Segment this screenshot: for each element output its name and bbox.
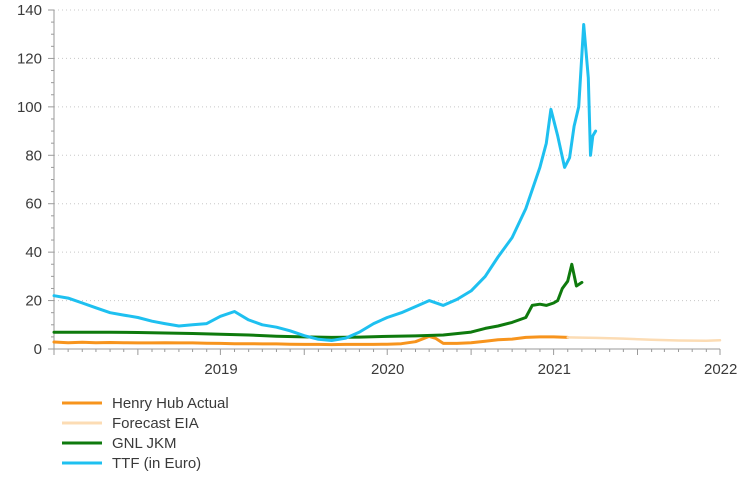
y-tick-label: 60 [25,196,42,213]
x-tick-label: 2022 [704,361,737,378]
series-lines [52,23,722,347]
y-tick-label: 140 [17,2,42,19]
y-tick-label: 40 [25,244,42,261]
series-line-forecast-eia [566,336,722,343]
series-line-henry-hub-actual [52,334,570,347]
legend-label: Henry Hub Actual [112,395,229,412]
y-tick-label: 20 [25,293,42,310]
x-tick-label: 2021 [538,361,571,378]
series-line-ttf-in-euro [52,23,598,342]
gridlines [54,9,720,302]
legend-label: GNL JKM [112,435,176,452]
x-tick-label: 2019 [204,361,237,378]
axes: 0 20 40 60 80 100 120 140 2019 2020 2021 2022 [17,2,737,378]
y-tick-label: 0 [34,341,42,358]
y-tick-label: 120 [17,50,42,67]
x-tick-label: 2020 [371,361,404,378]
y-tick-label: 100 [17,99,42,116]
legend-label: TTF (in Euro) [112,455,201,472]
y-tick-label: 80 [25,147,42,164]
legend: Henry Hub Actual Forecast EIA GNL JKM TTF (… [62,395,229,472]
series-line-gnl-jkm [52,262,584,339]
legend-label: Forecast EIA [112,415,199,432]
